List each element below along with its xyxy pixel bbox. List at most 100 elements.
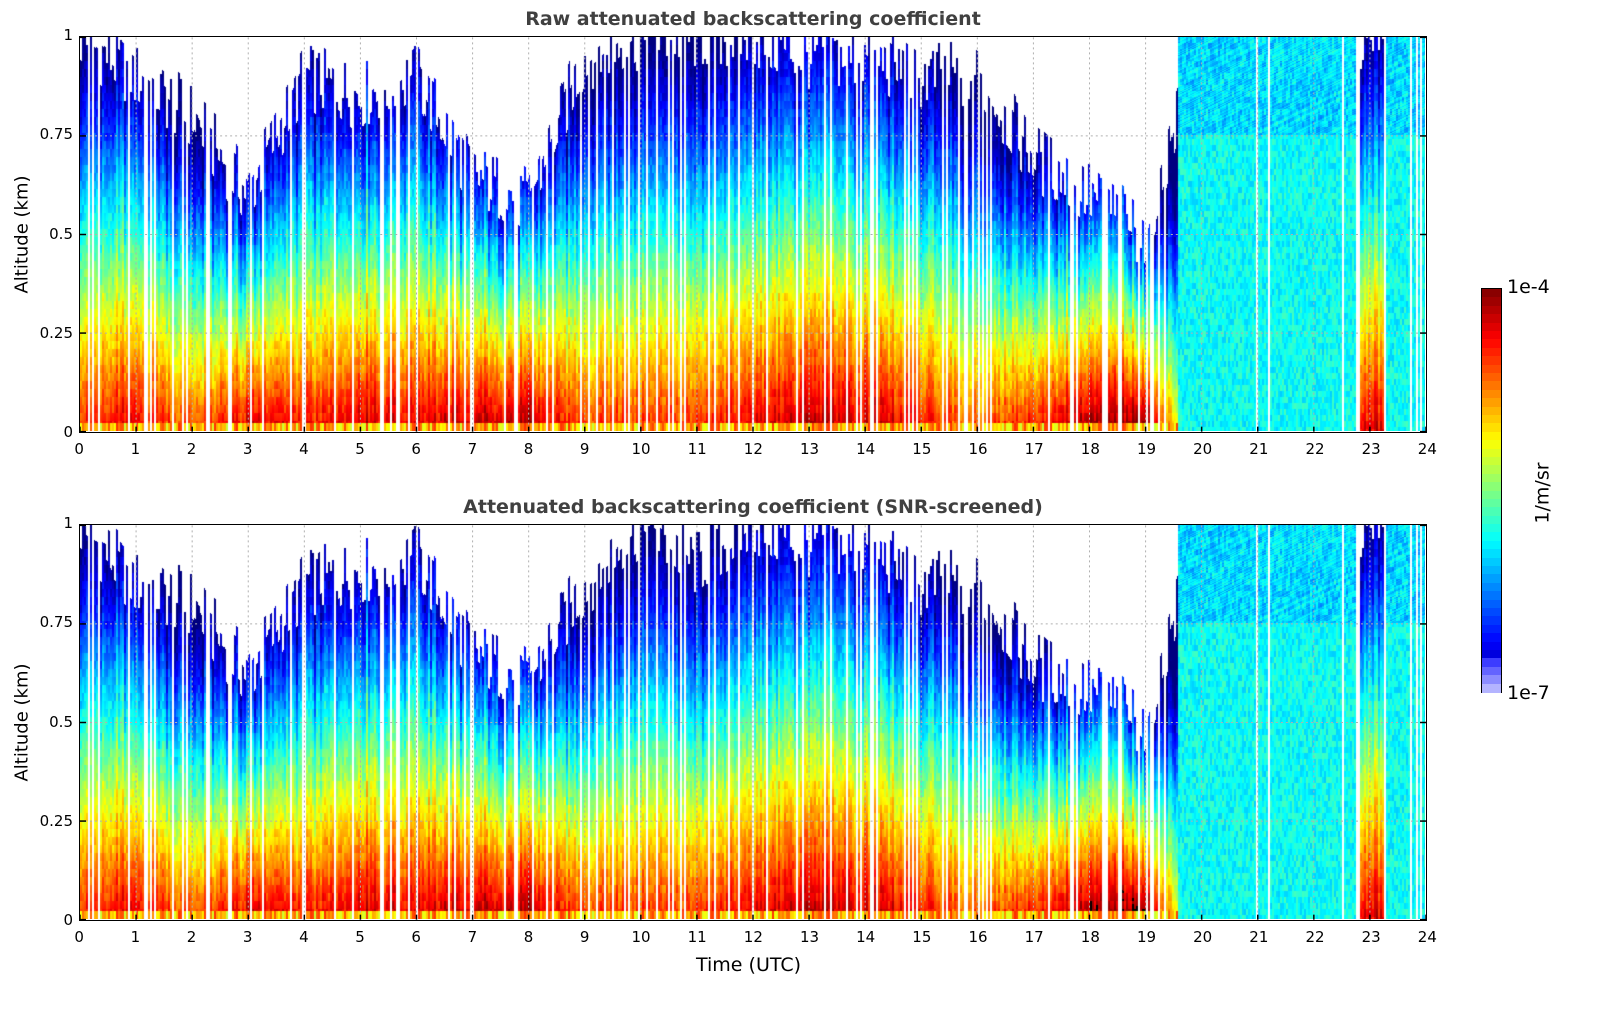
colorbar-unit-label: 1/m/sr <box>1531 462 1554 524</box>
x-tick-label: 22 <box>1305 440 1325 458</box>
x-tick-label: 15 <box>912 440 932 458</box>
y-tick-label: 0.5 <box>49 224 73 243</box>
x-tick-label: 11 <box>687 440 707 458</box>
colorbar-band <box>1482 372 1501 383</box>
y-tick-label: 0 <box>63 423 73 441</box>
x-tick-label: 21 <box>1249 440 1269 458</box>
colorbar-band <box>1482 431 1501 442</box>
colorbar-band <box>1482 498 1501 509</box>
colorbar-band <box>1482 683 1501 694</box>
colorbar-band <box>1482 456 1501 467</box>
x-tick-label: 3 <box>242 928 253 946</box>
x-tick-label: 5 <box>355 928 365 946</box>
colorbar-band <box>1482 465 1501 475</box>
x-tick-label: 21 <box>1249 928 1269 946</box>
x-tick-label: 5 <box>355 440 365 458</box>
y-tick-label: 0.5 <box>49 712 73 731</box>
colorbar-band <box>1482 650 1501 660</box>
colorbar-band <box>1482 473 1501 484</box>
x-tick-label: 20 <box>1193 440 1213 458</box>
colorbar-min-label: 1e-7 <box>1507 682 1550 704</box>
colorbar-band <box>1482 330 1501 341</box>
x-tick-label: 18 <box>1080 440 1100 458</box>
y-tick-label: 1 <box>63 514 73 532</box>
colorbar-band <box>1482 566 1501 576</box>
x-tick-label: 4 <box>299 440 309 458</box>
colorbar-max-label: 1e-4 <box>1507 276 1550 298</box>
x-tick-label: 9 <box>579 440 590 458</box>
x-tick-label: 8 <box>523 440 534 458</box>
x-tick-label: 1 <box>130 440 141 458</box>
y-tick-label: 1 <box>63 26 73 44</box>
x-tick-label: 19 <box>1136 440 1157 458</box>
colorbar-band <box>1482 608 1501 618</box>
colorbar-band <box>1482 440 1501 450</box>
colorbar-band <box>1482 675 1501 685</box>
colorbar-band <box>1482 364 1501 375</box>
colorbar-band <box>1482 557 1501 568</box>
x-tick-label: 0 <box>74 440 84 458</box>
x-tick-label: 24 <box>1417 928 1437 946</box>
colorbar <box>1481 288 1502 694</box>
x-tick-label: 6 <box>411 928 421 946</box>
y-tick-label: 0.25 <box>39 323 73 342</box>
top-heatmap-axes <box>79 36 1427 433</box>
colorbar-band <box>1482 658 1501 668</box>
bottom-heatmap-axes <box>79 524 1427 921</box>
x-tick-label: 14 <box>856 440 876 458</box>
x-tick-label: 24 <box>1417 440 1437 458</box>
x-tick-label: 12 <box>743 928 763 946</box>
colorbar-band <box>1482 532 1501 543</box>
colorbar-band <box>1482 616 1501 627</box>
colorbar-band <box>1482 347 1501 358</box>
colorbar-band <box>1482 356 1501 366</box>
x-tick-label: 16 <box>968 440 988 458</box>
colorbar-band <box>1482 490 1501 501</box>
y-tick-label: 0.25 <box>39 811 73 830</box>
colorbar-band <box>1482 591 1501 601</box>
colorbar-band <box>1482 549 1501 559</box>
colorbar-band <box>1482 448 1501 459</box>
y-tick-label: 0 <box>63 911 73 929</box>
x-tick-label: 15 <box>912 928 932 946</box>
top-heatmap-image <box>80 37 1425 431</box>
x-tick-label: 10 <box>631 440 651 458</box>
x-tick-label: 12 <box>743 440 763 458</box>
colorbar-band <box>1482 515 1501 526</box>
colorbar-band <box>1482 423 1501 433</box>
x-tick-label: 2 <box>186 928 197 946</box>
colorbar-band <box>1482 624 1501 635</box>
colorbar-band <box>1482 524 1501 534</box>
colorbar-band <box>1482 582 1501 593</box>
x-tick-label: 13 <box>799 440 820 458</box>
x-tick-label: 7 <box>467 928 478 946</box>
y-tick-label: 0.75 <box>39 125 73 144</box>
colorbar-band <box>1482 633 1501 643</box>
x-tick-label: 9 <box>579 928 590 946</box>
x-tick-label: 17 <box>1024 440 1044 458</box>
colorbar-band <box>1482 289 1501 299</box>
x-tick-label: 23 <box>1361 440 1381 458</box>
bottom-chart-title: Attenuated backscattering coefficient (S… <box>463 496 1043 518</box>
x-tick-label: 17 <box>1024 928 1044 946</box>
x-tick-label: 20 <box>1193 928 1213 946</box>
x-tick-label: 22 <box>1305 928 1325 946</box>
colorbar-band <box>1482 314 1501 324</box>
colorbar-band <box>1482 381 1501 391</box>
colorbar-band <box>1482 389 1501 400</box>
x-tick-label: 1 <box>130 928 141 946</box>
x-tick-label: 14 <box>856 928 876 946</box>
x-tick-label: 3 <box>242 440 253 458</box>
x-tick-label: 11 <box>687 928 707 946</box>
colorbar-band <box>1482 297 1501 307</box>
colorbar-band <box>1482 507 1501 517</box>
x-tick-label: 13 <box>799 928 820 946</box>
bottom-y-axis-label: Altitude (km) <box>11 663 33 782</box>
colorbar-band <box>1482 406 1501 417</box>
x-tick-label: 0 <box>74 928 84 946</box>
x-tick-label: 2 <box>186 440 197 458</box>
x-tick-label: 10 <box>631 928 651 946</box>
colorbar-band <box>1482 305 1501 316</box>
x-tick-label: 23 <box>1361 928 1381 946</box>
colorbar-band <box>1482 641 1501 652</box>
